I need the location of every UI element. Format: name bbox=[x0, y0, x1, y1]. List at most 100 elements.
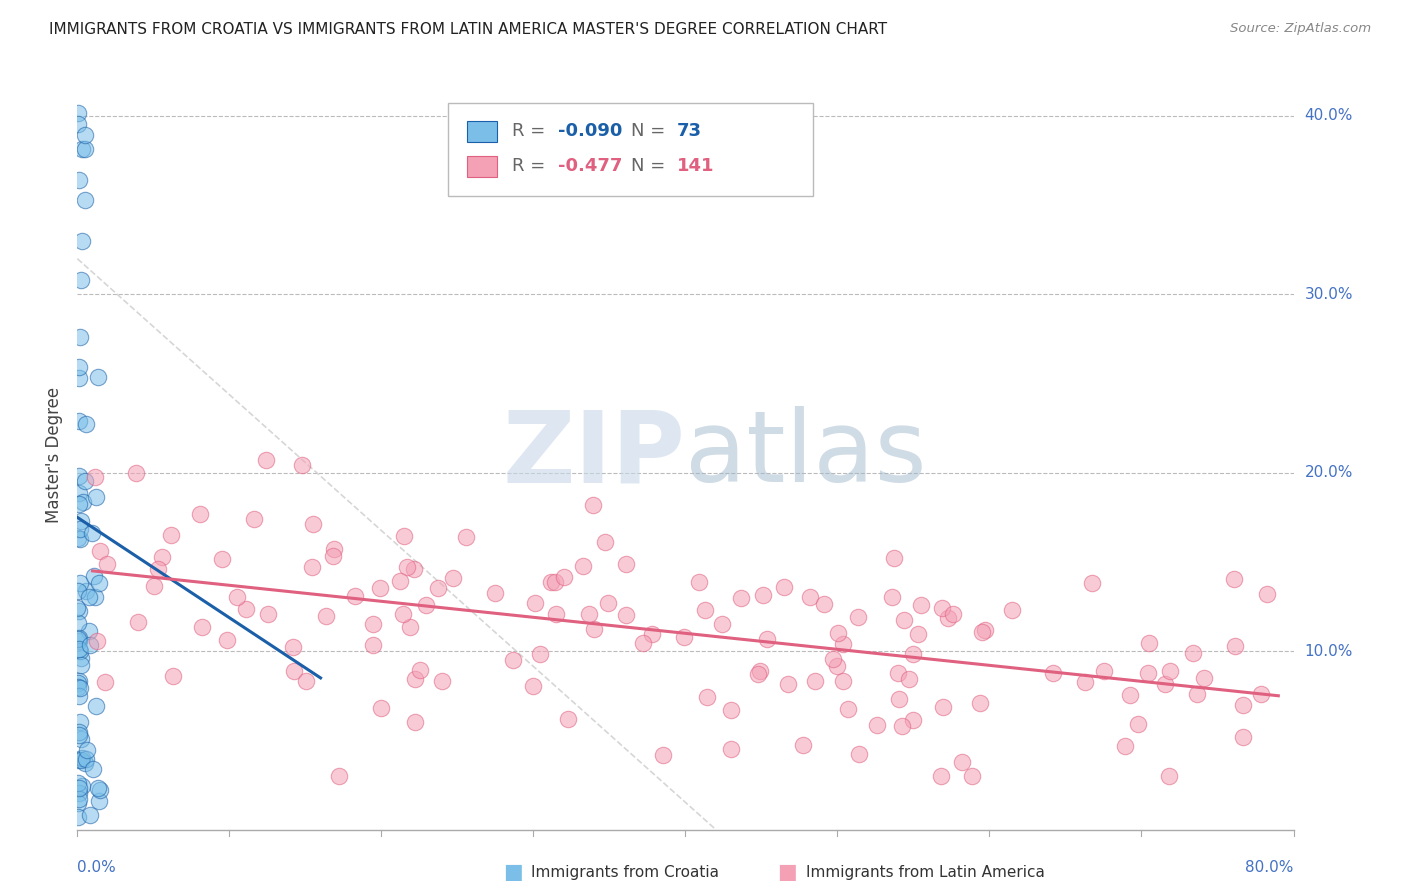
Point bbox=[67, 497, 90, 511]
Text: 73: 73 bbox=[676, 122, 702, 140]
Point bbox=[77, 590, 100, 604]
Text: 20.0%: 20.0% bbox=[1305, 466, 1353, 480]
Point bbox=[70, 142, 93, 156]
Point bbox=[256, 452, 278, 467]
Point bbox=[75, 751, 97, 765]
Point bbox=[83, 569, 105, 583]
Point bbox=[409, 663, 432, 677]
Point bbox=[522, 679, 544, 693]
Point bbox=[688, 574, 710, 589]
Point bbox=[1137, 666, 1160, 681]
Point bbox=[614, 607, 637, 622]
Point bbox=[67, 792, 90, 806]
Point bbox=[328, 769, 350, 783]
Point bbox=[315, 609, 337, 624]
Point bbox=[94, 674, 117, 689]
Point bbox=[295, 673, 318, 688]
Point bbox=[901, 714, 924, 728]
Point bbox=[69, 522, 91, 536]
Text: R =: R = bbox=[512, 122, 551, 140]
Point bbox=[67, 631, 90, 645]
Point bbox=[76, 743, 98, 757]
Point bbox=[67, 616, 90, 631]
Point bbox=[89, 782, 111, 797]
Point bbox=[441, 571, 464, 585]
Point bbox=[848, 747, 870, 762]
Point bbox=[67, 414, 90, 428]
Point bbox=[84, 490, 107, 504]
Point bbox=[69, 714, 91, 729]
Point bbox=[484, 586, 506, 600]
Point bbox=[72, 779, 94, 793]
Point bbox=[557, 712, 579, 726]
Point bbox=[696, 690, 718, 704]
Point bbox=[67, 633, 90, 648]
Point bbox=[1157, 769, 1180, 783]
Bar bbox=[467, 120, 496, 142]
Point bbox=[398, 620, 420, 634]
Point bbox=[67, 754, 90, 768]
Point bbox=[846, 610, 869, 624]
Text: 10.0%: 10.0% bbox=[1305, 644, 1353, 658]
Point bbox=[502, 653, 524, 667]
Point bbox=[866, 718, 889, 732]
Point bbox=[70, 272, 93, 286]
Point bbox=[322, 542, 344, 557]
Point bbox=[553, 570, 575, 584]
Point bbox=[1256, 587, 1278, 601]
Point bbox=[75, 756, 97, 771]
Text: -0.477: -0.477 bbox=[558, 158, 621, 176]
Point bbox=[66, 796, 89, 810]
Point bbox=[67, 359, 90, 374]
Point bbox=[82, 763, 104, 777]
Point bbox=[69, 673, 91, 688]
Text: atlas: atlas bbox=[686, 407, 927, 503]
Point bbox=[72, 494, 94, 508]
Point bbox=[70, 234, 93, 248]
Point bbox=[415, 599, 437, 613]
Point bbox=[887, 666, 910, 681]
Point bbox=[546, 607, 568, 622]
Text: 141: 141 bbox=[676, 158, 714, 176]
Point bbox=[67, 786, 90, 800]
Point bbox=[827, 625, 849, 640]
Point bbox=[67, 689, 90, 703]
Point bbox=[392, 529, 415, 543]
Point bbox=[69, 533, 91, 547]
Point bbox=[710, 616, 733, 631]
Point bbox=[893, 613, 915, 627]
Point bbox=[720, 741, 742, 756]
Point bbox=[77, 624, 100, 638]
Point bbox=[69, 576, 91, 591]
Point bbox=[370, 701, 392, 715]
Point bbox=[67, 810, 90, 824]
Point bbox=[747, 666, 769, 681]
Text: IMMIGRANTS FROM CROATIA VS IMMIGRANTS FROM LATIN AMERICA MASTER'S DEGREE CORRELA: IMMIGRANTS FROM CROATIA VS IMMIGRANTS FR… bbox=[49, 22, 887, 37]
Point bbox=[283, 664, 305, 678]
Point bbox=[142, 579, 165, 593]
Point bbox=[972, 624, 994, 639]
Y-axis label: Master's Degree: Master's Degree bbox=[45, 387, 63, 523]
Point bbox=[69, 515, 91, 529]
Point bbox=[84, 590, 107, 604]
Point bbox=[898, 673, 921, 687]
Point bbox=[1232, 698, 1254, 712]
Point bbox=[529, 647, 551, 661]
Point bbox=[87, 781, 110, 796]
Point bbox=[361, 616, 384, 631]
Point bbox=[86, 634, 108, 648]
Point bbox=[578, 607, 600, 621]
Point bbox=[291, 458, 314, 473]
Point bbox=[540, 574, 562, 589]
Point bbox=[651, 747, 673, 762]
Point bbox=[832, 673, 855, 688]
Point bbox=[69, 329, 91, 343]
Point bbox=[67, 724, 90, 739]
Point bbox=[344, 589, 367, 603]
Text: Immigrants from Croatia: Immigrants from Croatia bbox=[531, 865, 720, 880]
Point bbox=[804, 674, 827, 689]
Point bbox=[543, 575, 565, 590]
Point bbox=[827, 659, 849, 673]
Point bbox=[301, 516, 323, 531]
Point bbox=[1073, 675, 1095, 690]
